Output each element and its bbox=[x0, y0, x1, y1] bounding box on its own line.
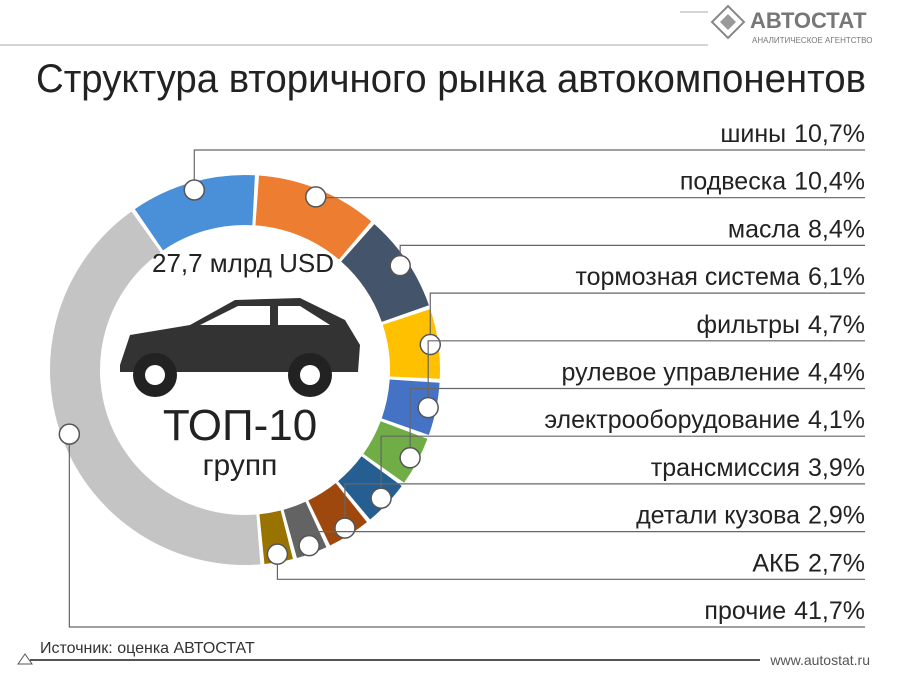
connector-dot bbox=[298, 534, 320, 557]
connector bbox=[429, 292, 865, 345]
car-window bbox=[200, 306, 330, 325]
legend-label: прочие 41,7% bbox=[704, 597, 865, 625]
value-label: 2,7% bbox=[808, 549, 865, 577]
category-label: фильтры bbox=[697, 311, 801, 339]
connector-dot bbox=[266, 543, 289, 565]
chart-title: Структура вторичного рынка автокомпонент… bbox=[36, 57, 866, 101]
category-label: АКБ bbox=[752, 549, 800, 577]
value-label: 3,9% bbox=[808, 454, 865, 482]
connector-dot bbox=[58, 423, 81, 445]
connector bbox=[308, 530, 865, 546]
center-text: групп bbox=[203, 449, 278, 482]
footer-icon bbox=[17, 653, 33, 665]
donut-segment bbox=[341, 224, 429, 322]
connector bbox=[380, 435, 865, 499]
logo-name: АВТОСТАТ bbox=[750, 8, 867, 33]
logo-icon bbox=[720, 14, 736, 30]
connector bbox=[409, 387, 865, 458]
legend-label: электрооборудование 4,1% bbox=[544, 406, 865, 434]
car-wheel bbox=[145, 365, 165, 385]
source: Источник: оценка АВТОСТАТ bbox=[40, 640, 255, 657]
connector bbox=[68, 434, 865, 628]
value-label: 4,4% bbox=[808, 359, 865, 387]
connector-dot bbox=[370, 487, 392, 509]
legend-label: детали кузова 2,9% bbox=[636, 502, 865, 530]
legend-label: шины 10,7% bbox=[720, 120, 865, 148]
legend-label: масла 8,4% bbox=[728, 215, 865, 243]
category-label: электрооборудование bbox=[544, 406, 800, 434]
value-label: 2,9% bbox=[808, 502, 865, 530]
value-label: 4,1% bbox=[808, 406, 865, 434]
value-label: 10,4% bbox=[794, 168, 865, 196]
value-label: 8,4% bbox=[808, 215, 865, 243]
connector-dot bbox=[419, 333, 442, 356]
value-label: 41,7% bbox=[794, 597, 865, 625]
legend-label: тормозная система 6,1% bbox=[575, 263, 865, 291]
donut-segment bbox=[382, 309, 440, 379]
connector-dot bbox=[305, 186, 327, 208]
connector bbox=[427, 340, 865, 408]
value-label: 4,7% bbox=[808, 311, 865, 339]
value-label: 10,7% bbox=[794, 120, 865, 148]
category-label: тормозная система bbox=[575, 263, 800, 291]
center-text: ТОП-10 bbox=[163, 401, 317, 450]
legend-label: трансмиссия 3,9% bbox=[651, 454, 865, 482]
category-label: прочие bbox=[704, 597, 786, 625]
legend-label: фильтры 4,7% bbox=[697, 311, 866, 339]
connector-dot bbox=[389, 254, 411, 277]
donut-segment bbox=[134, 175, 255, 251]
plot: шины 10,7% подвеска 10,4% масла 8,4% тормозная… bbox=[49, 120, 866, 628]
category-label: подвеска bbox=[680, 168, 786, 196]
footer-url: www.autostat.ru bbox=[769, 652, 870, 668]
car-illustration bbox=[120, 298, 360, 397]
connector-dot bbox=[183, 179, 206, 201]
connector bbox=[344, 483, 865, 529]
category-label: масла bbox=[728, 215, 800, 243]
logo-icon bbox=[710, 4, 746, 40]
donut-segment bbox=[49, 211, 261, 566]
category-label: детали кузова bbox=[636, 502, 800, 530]
connector-dot bbox=[399, 447, 421, 469]
category-label: трансмиссия bbox=[651, 454, 800, 482]
connector-dot bbox=[334, 517, 356, 539]
category-label: рулевое управление bbox=[561, 359, 800, 387]
legend-label: рулевое управление 4,4% bbox=[561, 359, 865, 387]
center-text: 27,7 млрд USD bbox=[152, 248, 334, 278]
donut-segment bbox=[255, 175, 372, 260]
car-wheel bbox=[300, 365, 320, 385]
connector bbox=[315, 196, 865, 199]
connector bbox=[193, 149, 865, 191]
legend-label: подвеска 10,4% bbox=[680, 168, 865, 196]
legend-label: АКБ 2,7% bbox=[752, 549, 865, 577]
logo: АВТОСТАТ АНАЛИТИЧЕСКОЕ АГЕНТСТВО bbox=[0, 4, 872, 46]
logo-tagline: АНАЛИТИЧЕСКОЕ АГЕНТСТВО bbox=[752, 36, 872, 45]
value-label: 6,1% bbox=[808, 263, 865, 291]
category-label: шины bbox=[720, 120, 786, 148]
connector-dot bbox=[417, 396, 439, 419]
